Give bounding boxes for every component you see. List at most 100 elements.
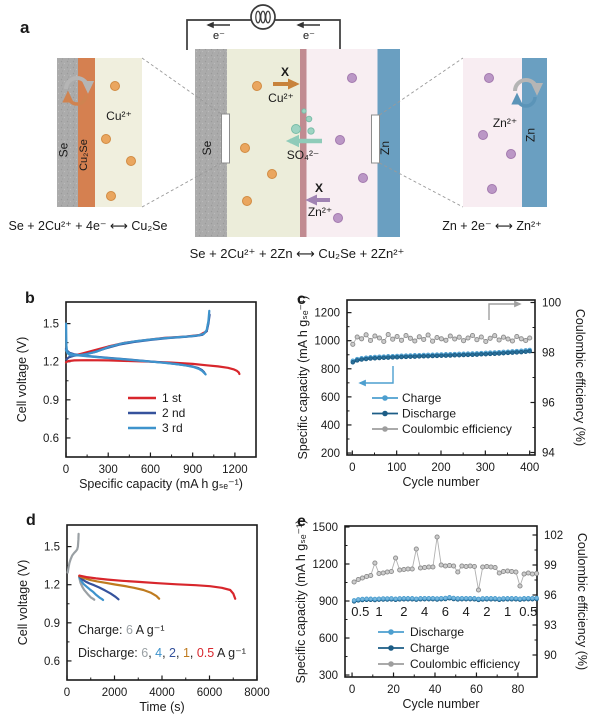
sulfate-arrow: SO₄²⁻ [285,134,322,162]
inset-electrolyte-right [463,58,522,207]
rate-label: 4 [462,604,469,619]
legend-label: 2 nd [162,406,185,420]
legend-label: 1 st [162,391,182,405]
sulfate-label: SO₄²⁻ [287,148,320,162]
inset-cu-ion-label: Cu²⁺ [106,109,132,123]
chart-d-series-discharge-2Ag [78,575,120,601]
chart-d-x-axis: 0 2000 4000 6000 8000 Time (s) [64,675,270,714]
chart-b-ytick: 1.5 [43,319,59,331]
left-inset: Se Cu₂Se Cu²⁺ Se + 2Cu²⁺ + 4e⁻ ⟷ Cu₂Se [9,58,168,233]
chart-c-xtick: 300 [476,462,495,474]
chart-c-ytick: 1200 [314,308,340,320]
cu-blocked-arrow: X Cu²⁺ [268,65,300,105]
chart-e-xtick: 40 [429,684,442,696]
chart-b-ylabel: Cell voltage (V) [15,337,29,422]
panel-a-schematic: a e⁻ e⁻ Se Zn [9,4,547,261]
chart-d-xtick: 8000 [244,687,270,699]
chart-d-series-discharge-0.5Ag [78,574,237,600]
chart-c-xtick: 100 [387,462,406,474]
chart-d-y-axis: 0.6 0.9 1.2 1.5 Cell voltage (V) [16,542,72,668]
chart-b-xtick: 0 [63,464,69,476]
chart-b-xtick: 300 [99,464,118,476]
chart-c-ylabel-right: Coulombic efficiency (%) [573,309,587,446]
chart-d-ytick: 1.5 [44,542,60,554]
chart-d-series-discharge-6Ag [78,576,96,601]
legend-label: Charge [402,391,442,405]
chart-e-ylabel: Specific capacity (mA h gₛₑ⁻¹) [294,520,308,684]
zn-blocked-arrow: X Zn²⁺ [305,181,332,219]
legend-label: 3 rd [162,421,183,435]
chart-e-yrtick: 96 [544,590,557,602]
chart-b-series-discharge-1st [64,359,241,376]
chart-c-series-coulombic-efficiency [350,331,533,347]
inset-zn-label: Zn [524,128,538,142]
external-circuit: e⁻ e⁻ [186,4,341,50]
chart-e-yrtick: 99 [544,560,557,572]
chart-d-ytick: 0.9 [44,618,60,630]
center-equation: Se + 2Cu²⁺ + 2Zn ⟷ Cu₂Se + 2Zn²⁺ [190,246,405,261]
cycle-arrow-orange [62,90,88,106]
zn-block-x: X [315,181,323,195]
chart-e-y-axis-right: 90 93 96 99 102 Coulombic efficiency (%) [532,530,589,670]
chart-d-xlabel: Time (s) [139,700,184,714]
chart-c-xtick: 200 [431,462,450,474]
chart-e-y-axis: 300 600 900 1200 1500 Specific capacity (mA h… [294,520,350,684]
chart-c-ytick: 400 [321,420,340,432]
chart-c-ytick: 200 [321,448,340,460]
electron-label-left: e⁻ [213,30,225,42]
chart-e-xtick: 0 [349,684,355,696]
zn-electrode-label: Zn [378,141,392,155]
inset-cu2se-layer [78,58,95,207]
legend-label: Charge [410,641,450,655]
chart-d-xtick: 4000 [149,687,175,699]
se-electrode-label: Se [200,140,214,155]
chart-c-ytick: 600 [321,392,340,404]
rate-label: 2 [483,604,490,619]
inset-zn-ions [478,73,516,194]
chart-b-ytick: 1.2 [43,357,59,369]
chart-c-axis-arrow-1 [488,300,522,320]
rate-label: 6 [442,604,449,619]
chart-c-axis-arrow-0 [358,366,394,387]
chart-d-xtick: 6000 [197,687,223,699]
zn-ion-cluster [333,73,368,223]
chart-e-xtick: 60 [470,684,483,696]
zn-ion-label-center: Zn²⁺ [308,205,332,219]
rate-label: 2 [400,604,407,619]
legend-label: Discharge [402,407,456,421]
cycle-arrow-blue [511,92,537,108]
chart-c-ytick: 800 [321,364,340,376]
chart-b-frame [65,301,257,458]
chart-b-xtick: 900 [183,464,202,476]
chart-d: 0 2000 4000 6000 8000 Time (s) 0.6 0.9 1.2 1.5 Cel… [16,512,270,714]
cu-ion-label: Cu²⁺ [268,91,294,105]
chart-b-series-charge-3rd [64,309,211,357]
chart-d-ylabel: Cell voltage (V) [16,560,30,645]
inset-se-label: Se [57,142,71,157]
chart-c-y-axis: 200 400 600 800 1000 1200 Specific capacity (m… [296,296,352,460]
sulfate-bubbles [291,108,315,135]
collector-window-right [371,114,380,164]
chart-c-y-axis-right: 94 96 98 100 Coulombic efficiency (%) [530,298,587,460]
chart-e-xlabel: Cycle number [402,697,479,711]
electrolyte-left [227,49,300,237]
chart-c-ylabel: Specific capacity (mA h gₛₑ⁻¹) [296,296,310,460]
right-equation: Zn + 2e⁻ ⟷ Zn²⁺ [442,219,542,233]
legend-label: Discharge [410,625,464,639]
chart-e-series-discharge [351,595,539,603]
electron-label-right: e⁻ [303,30,315,42]
chart-c-x-axis: 0 100 200 300 400 Cycle number [349,450,539,489]
chart-b-series-discharge-3rd [64,349,207,376]
chart-e-xtick: 20 [387,684,400,696]
zn-electrode [377,49,400,237]
chart-d-annotation-charge: Charge: 6 A g⁻¹ [78,623,165,637]
chart-e-ytick: 600 [319,633,338,645]
chart-d-series-discharge-1Ag [78,574,161,600]
chart-d-series-charge-6Ag [66,532,80,574]
cu-ion-cluster [240,81,277,206]
cycle-arrow-gray-left [64,76,95,94]
panel-a-letter: a [20,18,30,37]
